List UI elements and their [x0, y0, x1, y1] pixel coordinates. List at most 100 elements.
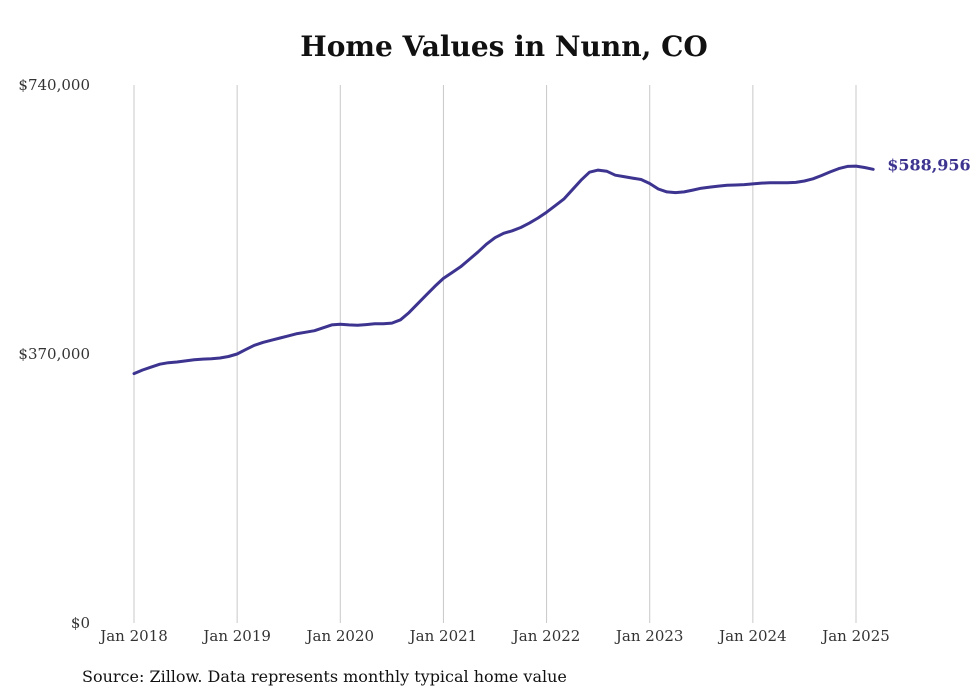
- data-point: [588, 171, 591, 173]
- data-point: [202, 358, 204, 360]
- data-point: [159, 363, 161, 366]
- end-label-layer: $588,956: [887, 155, 971, 174]
- x-tick-label: Jan 2019: [201, 627, 271, 645]
- data-point: [356, 324, 359, 327]
- data-point: [339, 323, 342, 326]
- data-point: [511, 230, 513, 232]
- data-point: [803, 180, 806, 182]
- data-point: [193, 359, 195, 361]
- data-point: [287, 335, 290, 337]
- data-point: [683, 191, 685, 193]
- x-tick-label: Jan 2023: [614, 627, 684, 645]
- data-point: [434, 285, 436, 288]
- data-point: [313, 329, 316, 332]
- y-tick-label: $740,000: [18, 76, 90, 94]
- data-point: [571, 188, 574, 191]
- data-point: [734, 184, 737, 186]
- data-point: [648, 182, 651, 185]
- grid-lines: [133, 85, 857, 623]
- x-axis-ticks: Jan 2018 Jan 2019 Jan 2020 Jan 2021 Jan 2022…: [98, 627, 890, 645]
- data-point: [760, 182, 763, 184]
- data-point: [666, 191, 668, 193]
- data-point: [631, 177, 634, 179]
- data-point: [141, 369, 144, 371]
- data-point: [494, 236, 496, 239]
- data-point: [691, 189, 694, 191]
- data-point: [253, 344, 256, 347]
- data-point: [812, 178, 814, 180]
- data-point: [348, 324, 350, 326]
- data-point: [408, 311, 410, 314]
- data-point: [640, 178, 642, 181]
- data-point: [477, 251, 479, 253]
- data-point: [416, 303, 419, 305]
- y-tick-label: $0: [71, 614, 90, 632]
- data-point: [846, 165, 849, 168]
- data-point: [855, 165, 857, 167]
- data-point: [451, 271, 453, 274]
- data-point: [133, 372, 135, 375]
- data-point: [709, 186, 711, 188]
- data-point: [244, 348, 247, 351]
- data-point: [236, 353, 238, 355]
- data-point: [442, 277, 445, 280]
- data-point: [838, 167, 840, 170]
- data-point: [605, 170, 608, 172]
- data-point: [657, 188, 660, 190]
- x-tick-label: Jan 2021: [408, 627, 478, 645]
- data-point: [717, 185, 720, 187]
- data-point: [537, 217, 539, 219]
- data-point: [167, 361, 170, 364]
- data-point: [597, 169, 599, 171]
- data-point: [459, 266, 462, 268]
- data-point: [176, 361, 178, 363]
- data-point: [520, 226, 522, 229]
- source-note: Source: Zillow. Data represents monthly …: [82, 667, 567, 686]
- x-tick-label: Jan 2020: [305, 627, 375, 645]
- data-point: [468, 258, 471, 261]
- data-point: [820, 174, 823, 177]
- data-point: [786, 182, 788, 184]
- x-tick-label: Jan 2022: [511, 627, 581, 645]
- y-tick-label: $370,000: [18, 345, 90, 363]
- end-value-label: $588,956: [887, 155, 971, 174]
- data-point: [502, 232, 505, 235]
- data-point: [391, 322, 393, 324]
- x-tick-label: Jan 2025: [820, 627, 890, 645]
- data-point: [580, 179, 582, 181]
- data-point: [279, 337, 281, 339]
- data-point: [872, 168, 874, 171]
- data-point: [270, 339, 273, 342]
- data-point: [373, 323, 376, 325]
- data-point: [219, 357, 221, 359]
- data-point: [382, 323, 385, 325]
- data-point: [623, 175, 625, 178]
- data-point: [227, 355, 230, 358]
- data-point: [262, 341, 264, 344]
- data-point: [485, 243, 488, 245]
- data-point: [863, 166, 866, 169]
- data-point: [330, 324, 333, 326]
- chart-title: Home Values in Nunn, CO: [300, 30, 708, 63]
- series-line: [132, 164, 875, 376]
- data-point: [296, 332, 299, 335]
- series-layer: [132, 164, 875, 376]
- data-point: [528, 222, 531, 224]
- data-point: [545, 211, 548, 213]
- y-axis-ticks: $0 $370,000 $740,000: [18, 76, 90, 632]
- data-point: [322, 327, 324, 329]
- data-point: [210, 357, 213, 360]
- data-point: [425, 294, 428, 296]
- data-point: [795, 181, 797, 184]
- data-point: [700, 187, 703, 189]
- data-point: [184, 360, 187, 362]
- data-point: [365, 323, 367, 326]
- data-point: [726, 184, 728, 187]
- data-point: [829, 171, 831, 173]
- data-point: [777, 182, 780, 184]
- data-point: [769, 182, 771, 184]
- data-point: [150, 366, 152, 368]
- x-tick-label: Jan 2024: [717, 627, 787, 645]
- data-point: [305, 331, 307, 334]
